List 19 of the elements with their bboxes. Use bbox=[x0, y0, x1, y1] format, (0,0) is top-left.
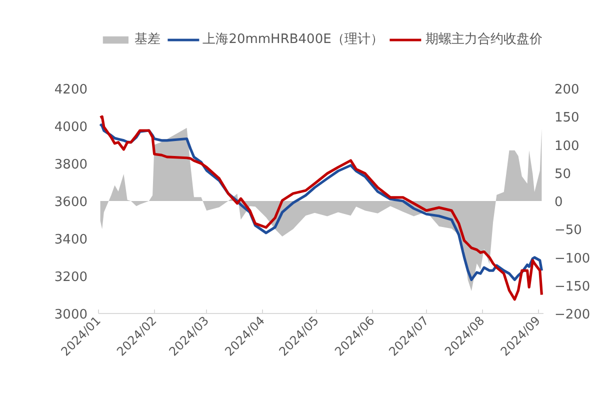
y-tick-label: 3400 bbox=[54, 232, 88, 248]
y-tick-label: 3600 bbox=[54, 195, 88, 210]
legend-label: 期螺主力合约收盘价 bbox=[425, 31, 542, 48]
y2-tick-label: 0 bbox=[554, 195, 563, 210]
legend-label: 基差 bbox=[134, 31, 161, 48]
y-tick-label: 4200 bbox=[54, 82, 88, 98]
y-tick-label: 3000 bbox=[54, 308, 88, 322]
y-tick-label: 4000 bbox=[54, 120, 88, 135]
y2-tick-label: −150 bbox=[554, 279, 590, 294]
y2-tick-label: 100 bbox=[554, 138, 580, 154]
y-tick-label: 3800 bbox=[54, 158, 88, 172]
y2-tick-label: −200 bbox=[554, 308, 590, 322]
legend-label: 上海20mmHRB400E（理计） bbox=[202, 31, 384, 48]
y2-tick-label: −50 bbox=[554, 223, 582, 238]
y2-tick-label: 150 bbox=[554, 110, 580, 126]
y2-tick-label: 50 bbox=[554, 166, 572, 182]
y2-tick-label: 200 bbox=[554, 82, 580, 98]
y-tick-label: 3200 bbox=[54, 270, 88, 285]
y2-tick-label: −100 bbox=[554, 251, 590, 266]
